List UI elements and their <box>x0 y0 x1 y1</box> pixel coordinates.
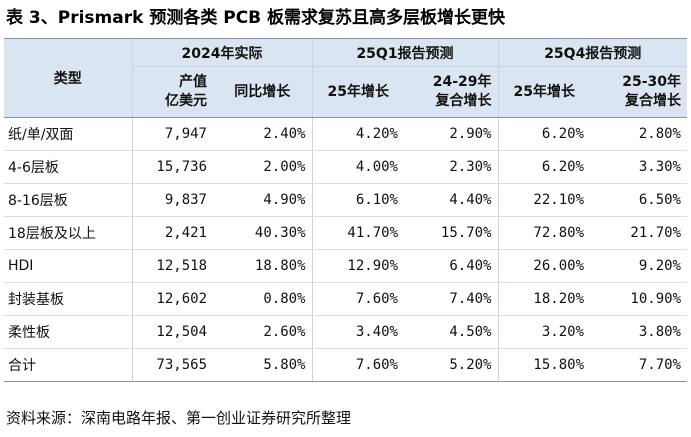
table-row: HDI 12,518 18.80% 12.90% 6.40% 26.00% 9.… <box>4 249 687 283</box>
cell-q1-cagr: 6.40% <box>404 249 498 283</box>
row-name: HDI <box>4 249 132 283</box>
table-row: 4-6层板 15,736 2.00% 4.00% 2.30% 6.20% 3.3… <box>4 150 687 184</box>
cell-yoy: 2.40% <box>213 117 312 151</box>
cell-q1-growth: 4.00% <box>311 150 404 184</box>
cell-q4-growth: 72.80% <box>497 216 590 250</box>
cell-q1-growth: 41.70% <box>311 216 404 250</box>
table-row-total: 合计 73,565 5.80% 7.60% 5.20% 15.80% 7.70% <box>4 348 687 382</box>
cell-q1-cagr: 5.20% <box>404 348 498 382</box>
cell-q4-cagr: 21.70% <box>590 216 687 250</box>
cell-yoy: 5.80% <box>213 348 312 382</box>
table-row: 柔性板 12,504 2.60% 3.40% 4.50% 3.20% 3.80% <box>4 315 687 349</box>
row-name: 纸/单/双面 <box>4 117 132 151</box>
group-header-25q4-forecast: 25Q4报告预测 <box>497 38 687 67</box>
row-name: 合计 <box>4 348 132 382</box>
row-name: 柔性板 <box>4 315 132 349</box>
cell-q1-growth: 12.90% <box>311 249 404 283</box>
cell-q4-cagr: 3.80% <box>590 315 687 349</box>
cell-value: 7,947 <box>131 117 213 151</box>
cell-q4-cagr: 2.80% <box>590 117 687 151</box>
cell-q4-cagr: 3.30% <box>590 150 687 184</box>
table-title: 表 3、Prismark 预测各类 PCB 板需求复苏且高多层板增长更快 <box>6 8 506 28</box>
cell-q4-growth: 6.20% <box>497 117 590 151</box>
cell-q4-growth: 22.10% <box>497 183 590 217</box>
cell-q1-growth: 4.20% <box>311 117 404 151</box>
table-row: 8-16层板 9,837 4.90% 6.10% 4.40% 22.10% 6.… <box>4 183 687 217</box>
row-name: 18层板及以上 <box>4 216 132 250</box>
cell-value: 2,421 <box>131 216 213 250</box>
column-header-q4-cagr: 25-30年 复合增长 <box>590 66 687 118</box>
cell-q4-growth: 15.80% <box>497 348 590 382</box>
cell-q4-growth: 3.20% <box>497 315 590 349</box>
cell-yoy: 4.90% <box>213 183 312 217</box>
cell-q4-cagr: 10.90% <box>590 282 687 316</box>
row-name: 8-16层板 <box>4 183 132 217</box>
column-header-q4-cagr-line1: 25-30年 <box>622 74 681 90</box>
pcb-forecast-table: 类型 2024年实际 25Q1报告预测 25Q4报告预测 产值 亿美元 同比增长… <box>4 38 687 382</box>
cell-q4-cagr: 6.50% <box>590 183 687 217</box>
column-header-q1-cagr-line1: 24-29年 <box>432 74 492 90</box>
column-header-value: 产值 亿美元 <box>131 66 213 118</box>
header-column-row: 产值 亿美元 同比增长 25年增长 24-29年 复合增长 25年增长 25-3… <box>4 66 687 118</box>
cell-value: 12,504 <box>131 315 213 349</box>
cell-yoy: 2.60% <box>213 315 312 349</box>
column-header-q4-cagr-line2: 复合增长 <box>625 93 681 109</box>
table-row: 纸/单/双面 7,947 2.40% 4.20% 2.90% 6.20% 2.8… <box>4 117 687 151</box>
cell-q1-cagr: 7.40% <box>404 282 498 316</box>
column-header-yoy: 同比增长 <box>213 66 312 118</box>
cell-yoy: 0.80% <box>213 282 312 316</box>
cell-value: 12,602 <box>131 282 213 316</box>
cell-q4-growth: 26.00% <box>497 249 590 283</box>
cell-q1-cagr: 15.70% <box>404 216 498 250</box>
cell-q4-cagr: 9.20% <box>590 249 687 283</box>
header-group-row: 类型 2024年实际 25Q1报告预测 25Q4报告预测 <box>4 38 687 118</box>
cell-q1-growth: 3.40% <box>311 315 404 349</box>
cell-q1-growth: 7.60% <box>311 348 404 382</box>
cell-q4-cagr: 7.70% <box>590 348 687 382</box>
cell-q4-growth: 6.20% <box>497 150 590 184</box>
source-note: 资料来源：深南电路年报、第一创业证券研究所整理 <box>6 409 352 427</box>
cell-yoy: 2.00% <box>213 150 312 184</box>
group-header-2024-actual: 2024年实际 <box>131 38 312 67</box>
cell-q1-cagr: 4.50% <box>404 315 498 349</box>
table-row: 18层板及以上 2,421 40.30% 41.70% 15.70% 72.80… <box>4 216 687 250</box>
category-header: 类型 <box>4 38 132 118</box>
cell-q1-cagr: 2.90% <box>404 117 498 151</box>
column-header-q4-25-growth: 25年增长 <box>497 66 590 118</box>
cell-q1-growth: 6.10% <box>311 183 404 217</box>
cell-value: 15,736 <box>131 150 213 184</box>
cell-q1-cagr: 4.40% <box>404 183 498 217</box>
cell-value: 12,518 <box>131 249 213 283</box>
column-header-value-line1: 产值 <box>179 74 207 90</box>
cell-yoy: 18.80% <box>213 249 312 283</box>
cell-q1-growth: 7.60% <box>311 282 404 316</box>
table-row: 封装基板 12,602 0.80% 7.60% 7.40% 18.20% 10.… <box>4 282 687 316</box>
cell-value: 73,565 <box>131 348 213 382</box>
group-header-25q1-forecast: 25Q1报告预测 <box>311 38 498 67</box>
cell-q4-growth: 18.20% <box>497 282 590 316</box>
column-header-q1-25-growth: 25年增长 <box>311 66 404 118</box>
column-header-q1-cagr-line2: 复合增长 <box>435 93 492 109</box>
row-name: 4-6层板 <box>4 150 132 184</box>
column-header-q1-cagr: 24-29年 复合增长 <box>404 66 498 118</box>
row-name: 封装基板 <box>4 282 132 316</box>
column-header-value-line2: 亿美元 <box>165 93 207 109</box>
cell-yoy: 40.30% <box>213 216 312 250</box>
cell-q1-cagr: 2.30% <box>404 150 498 184</box>
cell-value: 9,837 <box>131 183 213 217</box>
